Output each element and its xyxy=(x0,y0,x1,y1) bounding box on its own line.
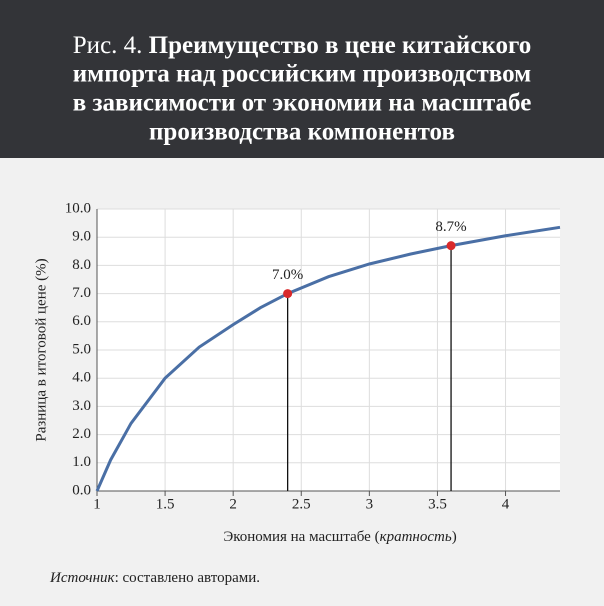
y-tick-label: 1.0 xyxy=(72,454,91,470)
x-tick-label: 3 xyxy=(366,496,374,512)
x-tick-label: 4 xyxy=(502,496,510,512)
y-axis-label: Разница в итоговой цене (%) xyxy=(33,258,49,441)
title-line: импорта над российским производством xyxy=(73,61,531,88)
data-label: 8.7% xyxy=(435,219,466,235)
figure-label: Рис. 4. xyxy=(73,32,143,59)
x-tick-label: 3.5 xyxy=(428,496,447,512)
x-label-part: ) xyxy=(452,529,457,545)
title-line: Преимущество в цене китайского xyxy=(149,32,532,59)
y-tick-label: 2.0 xyxy=(72,426,91,442)
x-tick-label: 1 xyxy=(93,496,101,512)
highlight-point xyxy=(283,289,293,299)
x-tick-label: 2.5 xyxy=(292,496,311,512)
y-tick-label: 7.0 xyxy=(72,285,91,301)
title-line: в зависимости от экономии на масштабе xyxy=(73,90,532,117)
y-tick-label: 0.0 xyxy=(72,482,91,498)
source: Источник: составлено авторами. xyxy=(49,570,260,586)
header xyxy=(0,0,604,158)
y-tick-label: 9.0 xyxy=(72,229,91,245)
y-tick-label: 3.0 xyxy=(72,398,91,414)
x-axis-label: Экономия на масштабе (кратность) xyxy=(223,529,456,545)
y-tick-label: 10.0 xyxy=(65,200,91,216)
source-part: : составлено авторами. xyxy=(115,570,260,586)
source-part: Источник xyxy=(49,570,116,586)
title-line: производства компонентов xyxy=(149,119,455,146)
y-tick-label: 6.0 xyxy=(72,313,91,329)
data-label: 7.0% xyxy=(272,267,303,283)
chart-title: Рис. 4. Преимущество в цене китайского xyxy=(73,32,531,59)
x-label-part: Экономия на масштабе ( xyxy=(223,529,379,545)
line xyxy=(95,225,561,492)
y-tick-label: 4.0 xyxy=(72,370,91,386)
x-tick-label: 1.5 xyxy=(156,496,175,512)
y-tick-label: 5.0 xyxy=(72,341,91,357)
highlight-point xyxy=(446,241,456,251)
y-tick-label: 8.0 xyxy=(72,257,91,273)
x-tick-label: 2 xyxy=(229,496,237,512)
x-label-part: кратность xyxy=(380,529,452,545)
